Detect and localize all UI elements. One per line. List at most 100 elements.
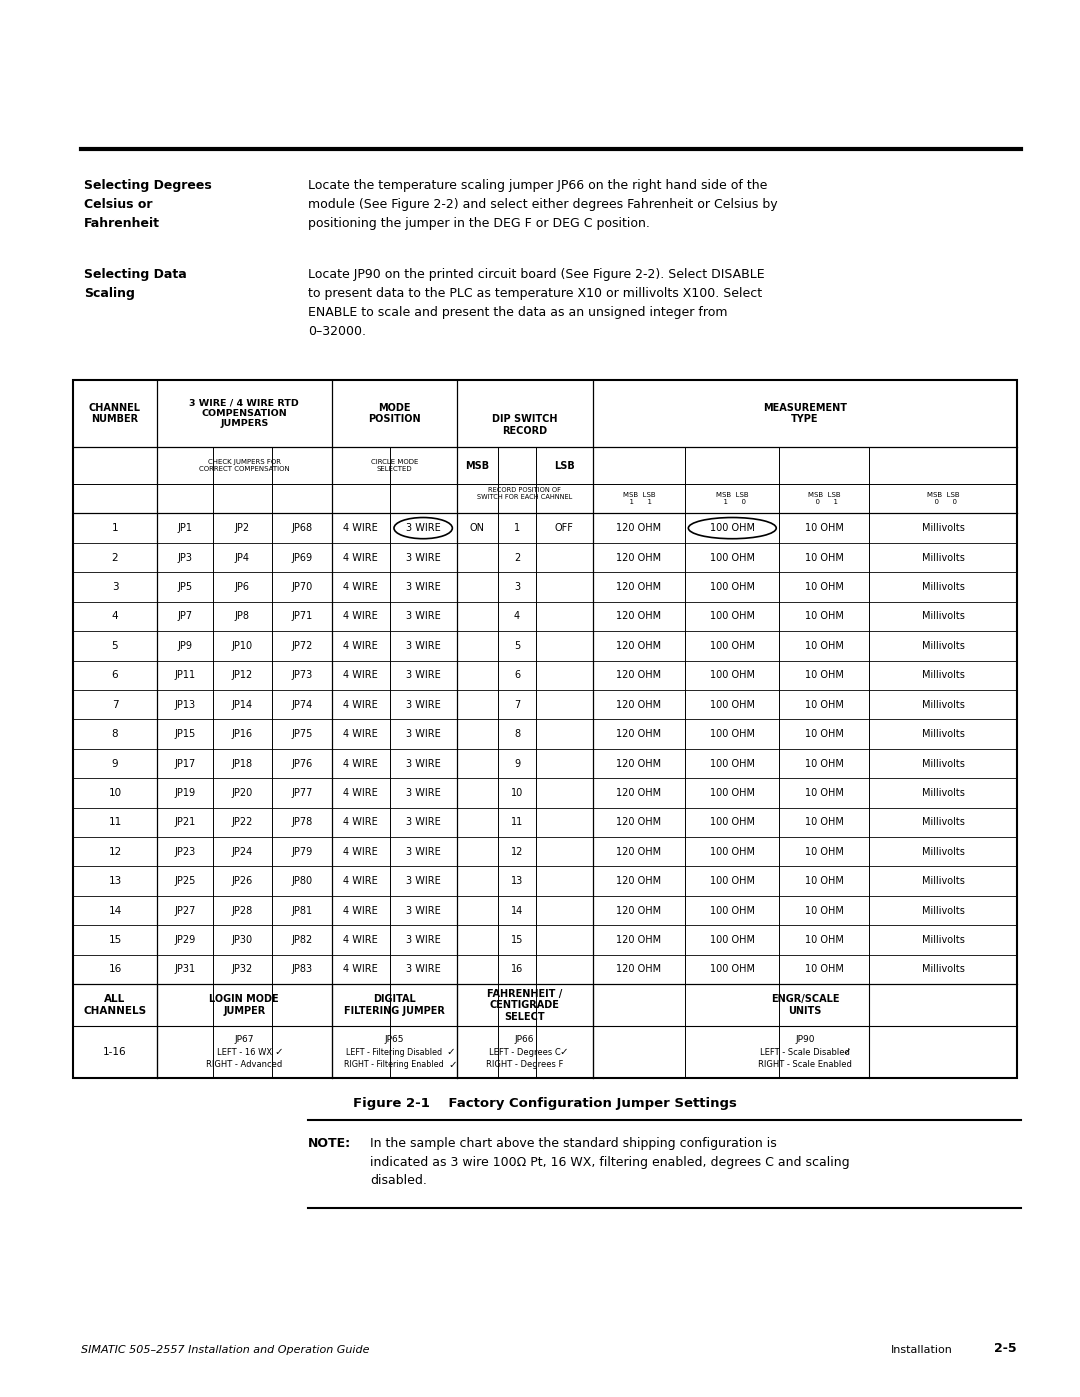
Text: Locate JP90 on the printed circuit board (See Figure 2-2). Select DISABLE
to pre: Locate JP90 on the printed circuit board… (308, 268, 765, 338)
Text: JP74: JP74 (292, 700, 312, 710)
Text: 10 OHM: 10 OHM (805, 935, 843, 944)
Text: JP23: JP23 (174, 847, 195, 856)
Text: 120 OHM: 120 OHM (617, 729, 661, 739)
Text: 100 OHM: 100 OHM (710, 847, 755, 856)
Text: 120 OHM: 120 OHM (617, 964, 661, 975)
Text: 4 WIRE: 4 WIRE (343, 876, 378, 886)
Text: Millivolts: Millivolts (922, 788, 964, 798)
Text: JP8: JP8 (235, 612, 249, 622)
Text: 4: 4 (111, 612, 119, 622)
Text: Millivolts: Millivolts (922, 847, 964, 856)
Text: DIP SWITCH
RECORD: DIP SWITCH RECORD (491, 415, 557, 436)
Text: 7: 7 (111, 700, 119, 710)
Text: 2: 2 (111, 553, 119, 563)
Text: JP77: JP77 (292, 788, 312, 798)
Text: JP20: JP20 (232, 788, 253, 798)
Text: 9: 9 (514, 759, 521, 768)
Text: 8: 8 (514, 729, 521, 739)
Text: 10 OHM: 10 OHM (805, 729, 843, 739)
Text: 120 OHM: 120 OHM (617, 641, 661, 651)
Text: JP12: JP12 (232, 671, 253, 680)
Text: ✓: ✓ (842, 1048, 851, 1058)
Text: 5: 5 (111, 641, 119, 651)
Text: 16: 16 (108, 964, 122, 975)
Text: ENGR/SCALE
UNITS: ENGR/SCALE UNITS (771, 995, 839, 1016)
Text: 4 WIRE: 4 WIRE (343, 935, 378, 944)
Text: 10 OHM: 10 OHM (805, 964, 843, 975)
Text: LEFT - Degrees C: LEFT - Degrees C (489, 1048, 561, 1056)
Text: 6: 6 (111, 671, 119, 680)
Text: 2: 2 (514, 553, 521, 563)
Text: 4 WIRE: 4 WIRE (343, 759, 378, 768)
Text: 7: 7 (514, 700, 521, 710)
Text: 100 OHM: 100 OHM (710, 788, 755, 798)
Text: 3 WIRE: 3 WIRE (406, 612, 441, 622)
Text: JP83: JP83 (292, 964, 312, 975)
Text: 3 WIRE: 3 WIRE (406, 553, 441, 563)
Text: 10 OHM: 10 OHM (805, 583, 843, 592)
Text: MSB  LSB
  1      1: MSB LSB 1 1 (622, 492, 656, 506)
Text: 120 OHM: 120 OHM (617, 759, 661, 768)
Text: 10 OHM: 10 OHM (805, 671, 843, 680)
Text: JP1: JP1 (177, 522, 192, 534)
Text: ON: ON (470, 522, 485, 534)
Text: 9: 9 (111, 759, 119, 768)
Text: RIGHT - Advanced: RIGHT - Advanced (206, 1060, 282, 1069)
Text: 3 WIRE: 3 WIRE (406, 788, 441, 798)
Text: CHANNEL
NUMBER: CHANNEL NUMBER (89, 402, 141, 425)
Text: 4 WIRE: 4 WIRE (343, 964, 378, 975)
Text: SIMATIC 505–2557 Installation and Operation Guide: SIMATIC 505–2557 Installation and Operat… (81, 1345, 369, 1355)
Text: 3 WIRE / 4 WIRE RTD
COMPENSATION
JUMPERS: 3 WIRE / 4 WIRE RTD COMPENSATION JUMPERS (189, 398, 299, 429)
Text: MODE
POSITION: MODE POSITION (368, 402, 421, 425)
Text: 10 OHM: 10 OHM (805, 553, 843, 563)
Text: JP66: JP66 (515, 1035, 535, 1044)
Text: 4: 4 (514, 612, 521, 622)
Text: JP26: JP26 (232, 876, 253, 886)
Text: Millivolts: Millivolts (922, 935, 964, 944)
Text: In the sample chart above the standard shipping configuration is
indicated as 3 : In the sample chart above the standard s… (370, 1137, 850, 1187)
Text: 10 OHM: 10 OHM (805, 817, 843, 827)
Text: 10: 10 (511, 788, 523, 798)
Text: JP72: JP72 (292, 641, 312, 651)
Text: Millivolts: Millivolts (922, 729, 964, 739)
Text: Millivolts: Millivolts (922, 583, 964, 592)
Text: ✓: ✓ (274, 1048, 283, 1058)
Text: 120 OHM: 120 OHM (617, 788, 661, 798)
Text: LEFT - Scale Disabled: LEFT - Scale Disabled (760, 1048, 850, 1056)
Text: CHECK JUMPERS FOR
CORRECT COMPENSATION: CHECK JUMPERS FOR CORRECT COMPENSATION (199, 460, 289, 472)
Text: JP5: JP5 (177, 583, 192, 592)
Text: FAHRENHEIT /
CENTIGRADE
SELECT: FAHRENHEIT / CENTIGRADE SELECT (487, 989, 563, 1021)
Text: LSB: LSB (554, 461, 575, 471)
Text: JP32: JP32 (232, 964, 253, 975)
Text: Selecting Data
Scaling: Selecting Data Scaling (84, 268, 187, 300)
Text: ALL
CHANNELS: ALL CHANNELS (83, 995, 147, 1016)
Text: 15: 15 (108, 935, 122, 944)
Text: JP17: JP17 (174, 759, 195, 768)
Text: Millivolts: Millivolts (922, 553, 964, 563)
Text: Figure 2-1    Factory Configuration Jumper Settings: Figure 2-1 Factory Configuration Jumper … (353, 1097, 738, 1109)
Text: 120 OHM: 120 OHM (617, 935, 661, 944)
Text: JP68: JP68 (292, 522, 312, 534)
Text: Millivolts: Millivolts (922, 876, 964, 886)
Text: JP71: JP71 (292, 612, 312, 622)
Text: 10 OHM: 10 OHM (805, 522, 843, 534)
Text: 10 OHM: 10 OHM (805, 759, 843, 768)
Text: 100 OHM: 100 OHM (710, 641, 755, 651)
Text: 100 OHM: 100 OHM (710, 612, 755, 622)
Text: JP2: JP2 (234, 522, 249, 534)
Text: 4 WIRE: 4 WIRE (343, 700, 378, 710)
Text: 100 OHM: 100 OHM (710, 671, 755, 680)
Text: JP69: JP69 (292, 553, 312, 563)
Text: 3: 3 (111, 583, 119, 592)
Text: 3 WIRE: 3 WIRE (406, 671, 441, 680)
Text: 10 OHM: 10 OHM (805, 700, 843, 710)
Text: 14: 14 (511, 905, 523, 915)
Text: JP7: JP7 (177, 612, 192, 622)
Text: JP18: JP18 (232, 759, 253, 768)
Text: 120 OHM: 120 OHM (617, 905, 661, 915)
Text: 12: 12 (511, 847, 524, 856)
Text: JP16: JP16 (232, 729, 253, 739)
Text: 4 WIRE: 4 WIRE (343, 905, 378, 915)
Text: 3 WIRE: 3 WIRE (406, 522, 441, 534)
Text: JP24: JP24 (232, 847, 253, 856)
